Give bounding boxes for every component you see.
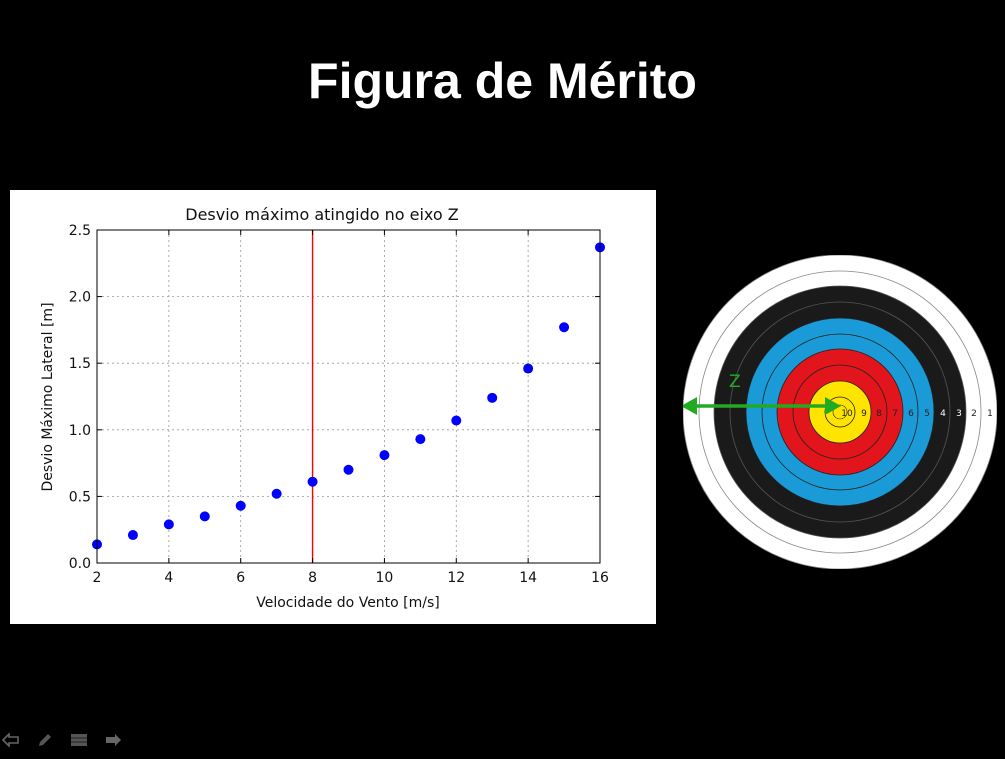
- data-point: [379, 450, 390, 461]
- chart-title: Desvio máximo atingido no eixo Z: [185, 205, 459, 224]
- data-point: [451, 415, 462, 426]
- y-tick-label: 2.0: [69, 290, 91, 306]
- ring-label: 6: [908, 409, 914, 419]
- y-tick-label: 2.5: [69, 223, 91, 239]
- target-rings: [682, 254, 998, 570]
- scatter-chart: 2 4 6 8 10 12 14 16 0.0 0.5 1.0 1.5 2.0 2.5 Desvio má…: [40, 205, 609, 611]
- y-axis-label: Desvio Máximo Lateral [m]: [40, 302, 56, 491]
- ring-score-labels: 10 9 8 7 6 5 4 3 2 1: [841, 409, 993, 419]
- data-point: [271, 488, 282, 499]
- data-point: [487, 392, 498, 403]
- forward-arrow-icon[interactable]: [102, 729, 124, 751]
- data-point: [163, 519, 174, 530]
- x-tick-label: 6: [236, 570, 245, 586]
- plot-frame: [96, 229, 601, 564]
- y-tick-label: 0.0: [69, 556, 91, 572]
- x-axis-label: Velocidade do Vento [m/s]: [256, 595, 440, 611]
- slide-nav-controls: [0, 728, 124, 752]
- z-axis-label: Z: [729, 372, 741, 392]
- pen-icon[interactable]: [34, 729, 56, 751]
- target-graphic: 10 9 8 7 6 5 4 3 2 1 Z: [681, 254, 998, 570]
- x-tick-label: 2: [93, 570, 102, 586]
- data-point: [127, 530, 138, 541]
- z-arrow-left-head: [681, 397, 697, 415]
- menu-icon[interactable]: [68, 729, 90, 751]
- ring-label: 7: [892, 409, 898, 419]
- ring-label: 5: [924, 409, 930, 419]
- slide-title: Figura de Mérito: [308, 53, 697, 109]
- data-point: [415, 434, 426, 445]
- data-point: [235, 500, 246, 511]
- x-tick-label: 10: [376, 570, 394, 586]
- ring-label: 8: [876, 409, 882, 419]
- ring-label: 1: [987, 409, 993, 419]
- data-point: [199, 511, 210, 522]
- z-arrow-right-head: [825, 397, 841, 415]
- axis-ticks: 2 4 6 8 10 12 14 16 0.0 0.5 1.0 1.5 2.0 2.5: [69, 223, 609, 586]
- x-tick-label: 8: [308, 570, 317, 586]
- ring-label: 4: [940, 409, 946, 419]
- y-tick-label: 0.5: [69, 489, 91, 505]
- z-axis-arrow: Z: [681, 372, 841, 415]
- x-tick-label: 4: [164, 570, 173, 586]
- data-point: [559, 322, 570, 333]
- data-point: [523, 363, 534, 374]
- grid-lines: [96, 229, 601, 564]
- x-tick-label: 12: [447, 570, 465, 586]
- ring-label: 10: [841, 409, 853, 419]
- data-point: [307, 476, 318, 487]
- x-tick-label: 14: [519, 570, 537, 586]
- data-point: [343, 464, 354, 475]
- data-points: [92, 242, 605, 550]
- back-arrow-icon[interactable]: [0, 729, 22, 751]
- target-inner-ten: [832, 404, 848, 420]
- chart-panel: 2 4 6 8 10 12 14 16 0.0 0.5 1.0 1.5 2.0 2.5 Desvio má…: [10, 190, 656, 624]
- y-tick-label: 1.5: [69, 356, 91, 372]
- ring-label: 3: [956, 409, 962, 419]
- ring-label: 9: [861, 409, 867, 419]
- archery-target: 10 9 8 7 6 5 4 3 2 1 Z: [681, 254, 998, 570]
- y-tick-label: 1.0: [69, 423, 91, 439]
- ring-label: 2: [971, 409, 977, 419]
- x-tick-label: 16: [591, 570, 609, 586]
